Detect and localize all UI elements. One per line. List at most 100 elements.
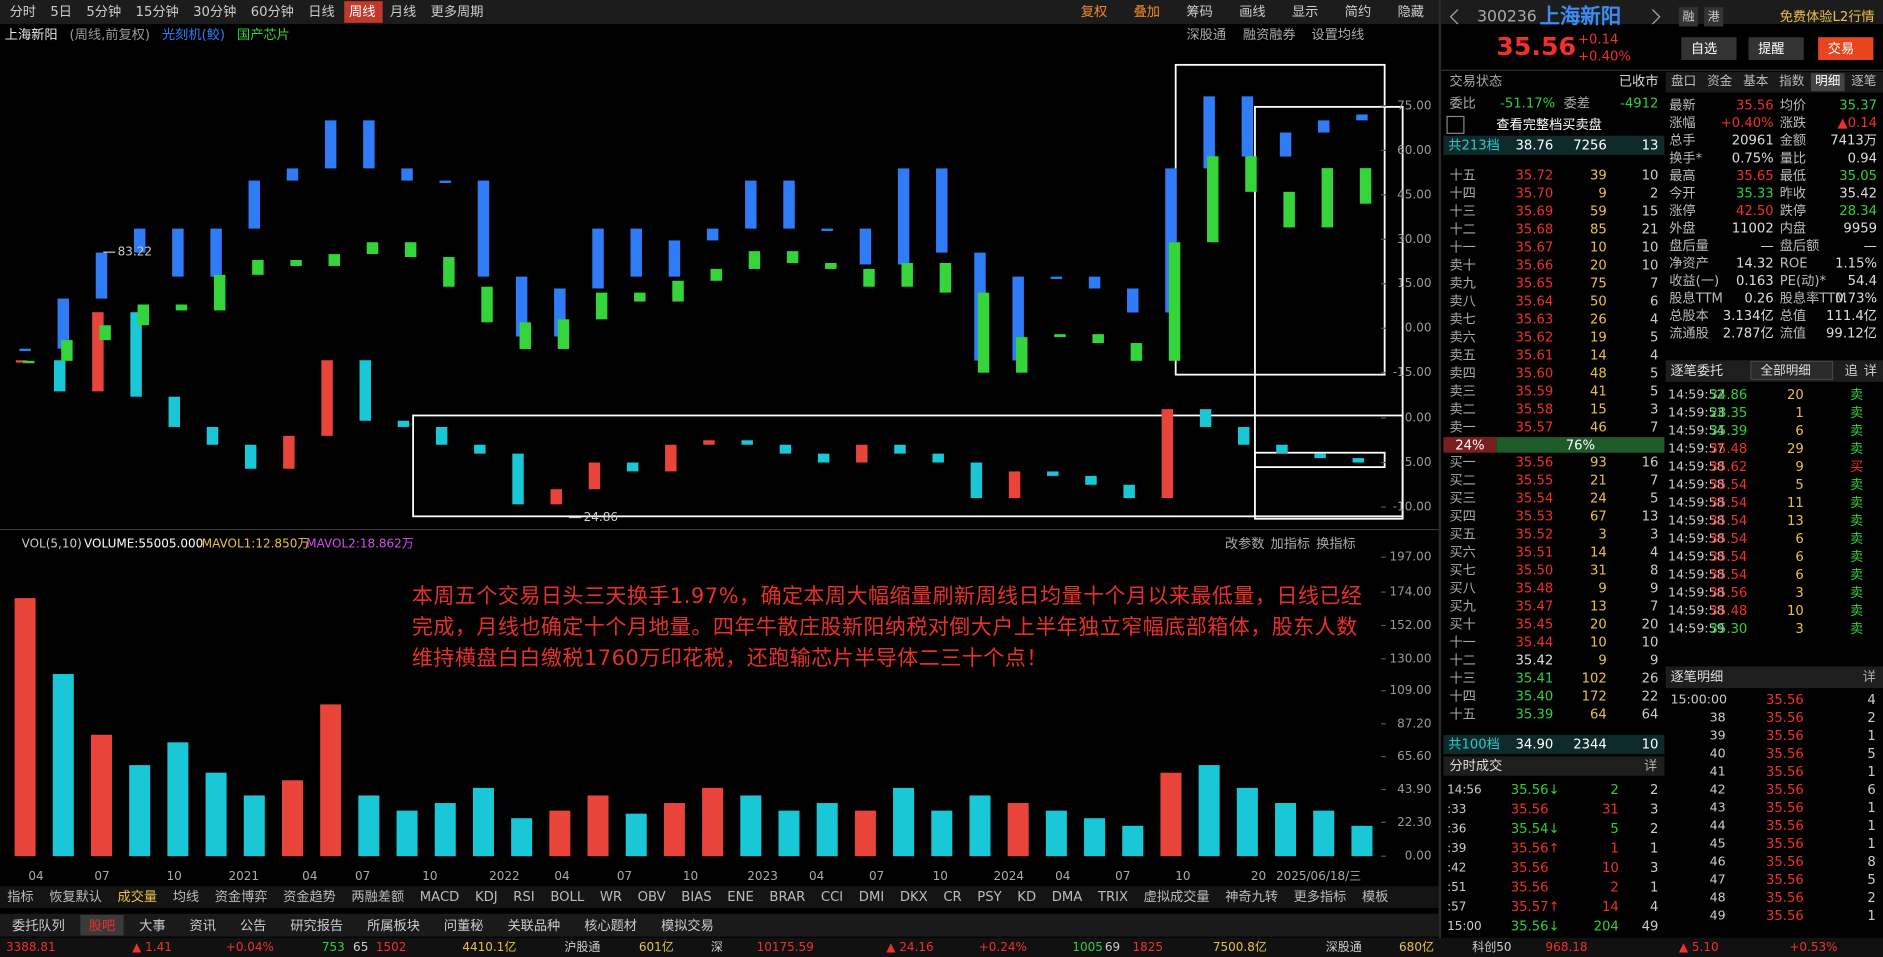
bottom-tab[interactable]: 大事 — [139, 918, 165, 934]
detail-button[interactable]: 详 — [1864, 363, 1877, 379]
bottom-tab[interactable]: 资讯 — [190, 918, 216, 934]
bottom-tab[interactable]: 模拟交易 — [661, 917, 714, 934]
button-label[interactable]: 自选 — [1691, 41, 1717, 57]
detail-button[interactable]: 详 — [1644, 758, 1657, 774]
candle — [1283, 191, 1295, 228]
button-label[interactable]: 提醒 — [1758, 41, 1784, 57]
button-label[interactable]: 交易 — [1828, 40, 1854, 57]
y-tick-label: -15.00 — [1393, 365, 1432, 379]
indicator-tab[interactable]: KDJ — [475, 890, 498, 905]
tool-button[interactable]: 简约 — [1345, 3, 1371, 20]
stats-tab[interactable]: 指数 — [1779, 73, 1805, 88]
tick-time: :42 — [1447, 860, 1466, 874]
tool-button[interactable]: 叠加 — [1134, 4, 1160, 20]
stats-tab[interactable]: 逐笔 — [1851, 73, 1876, 88]
bottom-tab[interactable]: 委托队列 — [12, 918, 65, 934]
candle — [283, 435, 295, 469]
period-tab[interactable]: 30分钟 — [193, 3, 236, 20]
indicator-tab[interactable]: BRAR — [769, 890, 805, 905]
stats-tab[interactable]: 基本 — [1743, 73, 1769, 88]
candle — [474, 444, 486, 454]
indicator-button[interactable]: 改参数 — [1225, 535, 1265, 552]
period-tab[interactable]: 60分钟 — [251, 3, 294, 20]
indicator-tab[interactable]: TRIX — [1097, 890, 1128, 905]
level-count: 10 — [1642, 258, 1659, 273]
indicator-tab[interactable]: DKX — [900, 890, 928, 905]
indicator-tab[interactable]: ENE — [727, 890, 754, 905]
candle — [328, 254, 340, 266]
stats-tab[interactable]: 资金 — [1707, 73, 1733, 88]
chart-link[interactable]: 深股通 — [1186, 27, 1226, 43]
indicator-tab[interactable]: OBV — [638, 890, 666, 905]
period-tab[interactable]: 更多周期 — [431, 3, 484, 20]
deal-time: 42 — [1710, 782, 1726, 797]
bottom-tab[interactable]: 研究报告 — [290, 918, 343, 934]
volume-bar — [396, 810, 418, 857]
indicator-tab[interactable]: 恢复默认 — [49, 889, 102, 905]
indicator-tab[interactable]: 虚拟成交量 — [1144, 888, 1210, 905]
period-tab[interactable]: 分时 — [10, 4, 36, 20]
follow-button[interactable]: 追 — [1845, 363, 1858, 379]
tool-button[interactable]: 复权 — [1081, 3, 1107, 20]
chart-link[interactable]: 设置均线 — [1311, 27, 1364, 43]
entrust-time: 14:59:59 — [1668, 621, 1725, 636]
bottom-tab[interactable]: 问董秘 — [444, 918, 484, 934]
period-tab[interactable]: 5日 — [50, 5, 72, 20]
chart-link[interactable]: 融资融券 — [1243, 27, 1296, 43]
indicator-tab[interactable]: 两融差额 — [351, 889, 404, 905]
period-tab[interactable]: 15分钟 — [136, 3, 179, 20]
detail-button[interactable]: 详 — [1863, 669, 1876, 685]
period-tab[interactable]: 5分钟 — [86, 3, 121, 20]
deal-price: 35.56 — [1766, 891, 1804, 906]
bottom-tab[interactable]: 公告 — [240, 918, 266, 934]
indicator-button[interactable]: 加指标 — [1271, 536, 1311, 552]
level-volume: 75 — [1590, 276, 1607, 291]
period-tab[interactable]: 周线 — [349, 4, 375, 20]
tick-count: 3 — [1650, 803, 1658, 818]
indicator-tab[interactable]: 资金趋势 — [283, 889, 336, 905]
indicator-tab[interactable]: BOLL — [550, 890, 585, 905]
promo-link[interactable]: 免费体验L2行情 — [1780, 9, 1875, 25]
candle — [168, 396, 181, 427]
indicator-tab[interactable]: BIAS — [681, 890, 711, 905]
indicator-tab[interactable]: PSY — [977, 890, 1002, 905]
status-item: 1502 — [376, 940, 407, 954]
bottom-tab[interactable]: 关联品种 — [507, 918, 560, 934]
indicator-tab[interactable]: CR — [943, 890, 961, 905]
level-label: 买四 — [1449, 508, 1475, 524]
indicator-tab[interactable]: DMI — [859, 890, 884, 905]
full-book-link[interactable]: 查看完整档买卖盘 — [1496, 116, 1602, 133]
indicator-tab[interactable]: 更多指标 — [1294, 888, 1347, 905]
tool-button[interactable]: 隐藏 — [1398, 4, 1424, 20]
level-price: 35.57 — [1516, 420, 1554, 435]
indicator-tab[interactable]: DMA — [1052, 890, 1083, 905]
candle — [554, 288, 566, 337]
change: +0.14 — [1578, 33, 1618, 48]
filter-dropdown[interactable]: 全部明细 — [1761, 363, 1811, 378]
indicator-tab[interactable]: MACD — [420, 890, 460, 905]
stats-tab[interactable]: 盘口 — [1671, 73, 1696, 88]
deal-time: 47 — [1710, 872, 1726, 887]
period-tab[interactable]: 日线 — [308, 4, 334, 20]
indicator-button[interactable]: 换指标 — [1316, 536, 1356, 552]
indicator-tab[interactable]: 模板 — [1362, 889, 1388, 905]
indicator-tab[interactable]: 资金博弈 — [215, 889, 268, 905]
candle — [95, 252, 108, 299]
indicator-tab[interactable]: RSI — [513, 890, 534, 905]
indicator-tab[interactable]: WR — [600, 890, 622, 905]
indicator-tab[interactable]: CCI — [821, 890, 843, 905]
tool-button[interactable]: 筹码 — [1186, 3, 1212, 20]
indicator-tab[interactable]: 均线 — [173, 889, 199, 905]
indicator-tab[interactable]: KD — [1017, 890, 1036, 905]
bottom-tab[interactable]: 股吧 — [89, 919, 115, 934]
status-item: 753 — [322, 940, 345, 954]
indicator-tab[interactable]: 指标 — [7, 889, 33, 905]
indicator-tab[interactable]: 神奇九转 — [1225, 888, 1278, 905]
bottom-tab[interactable]: 所属板块 — [367, 918, 420, 934]
indicator-tab[interactable]: 成交量 — [118, 888, 158, 905]
stats-tab[interactable]: 明细 — [1815, 73, 1840, 88]
tool-button[interactable]: 显示 — [1292, 5, 1318, 20]
bottom-tab[interactable]: 核心题材 — [584, 918, 637, 934]
period-tab[interactable]: 月线 — [390, 4, 416, 20]
tool-button[interactable]: 画线 — [1239, 4, 1265, 20]
